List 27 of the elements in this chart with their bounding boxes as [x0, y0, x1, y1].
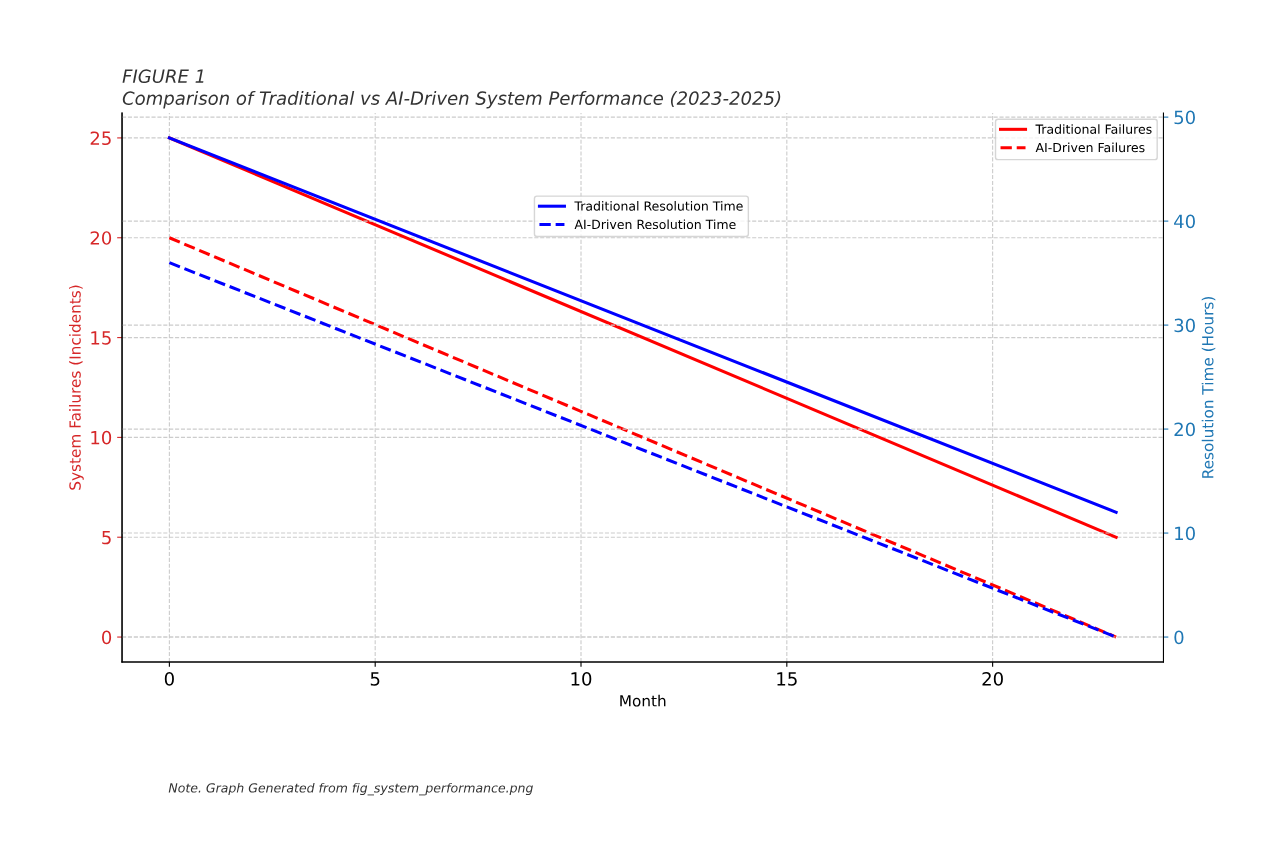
x-axis-title: Month: [620, 694, 666, 707]
x-tick-label: 5: [370, 672, 380, 686]
y-tick-label: 15: [91, 331, 111, 345]
y-tick-label: 0: [102, 630, 112, 645]
y2-tick-label: 30: [1174, 318, 1195, 333]
legend-label: AI-Driven Resolution Time: [574, 219, 736, 230]
y-tick-label: 20: [90, 231, 112, 245]
x-tick-label: 20: [982, 672, 1003, 686]
legend-label: Traditional Resolution Time: [574, 201, 743, 211]
x-tick-label: 10: [571, 672, 592, 686]
y-tick-label: 25: [90, 131, 111, 146]
y2-tick-label: 50: [1174, 110, 1195, 125]
y-tick-label: 10: [91, 430, 112, 445]
legend-label: Traditional Failures: [1035, 124, 1152, 134]
text: Note. Graph Generated from fig_system_performance.png: [168, 782, 533, 796]
x-tick-label: 0: [164, 672, 174, 686]
y2-tick-label: 0: [1174, 630, 1184, 645]
y2-tick-label: 10: [1175, 526, 1195, 541]
x-tick-label: 15: [777, 672, 797, 686]
y2-tick-label: 20: [1174, 422, 1195, 437]
chart-title: FIGURE 1: [122, 69, 204, 84]
y2-axis-title: Resolution Time (Hours): [1201, 297, 1216, 478]
y-tick-label: 5: [102, 530, 111, 545]
legend-label: AI-Driven Failures: [1035, 142, 1145, 153]
y2-tick-label: 40: [1174, 214, 1195, 229]
chart-subtitle: Comparison of Traditional vs AI-Driven System Performance (2023-2025): [122, 91, 781, 109]
y-axis-title: System Failures (Incidents): [69, 285, 84, 490]
